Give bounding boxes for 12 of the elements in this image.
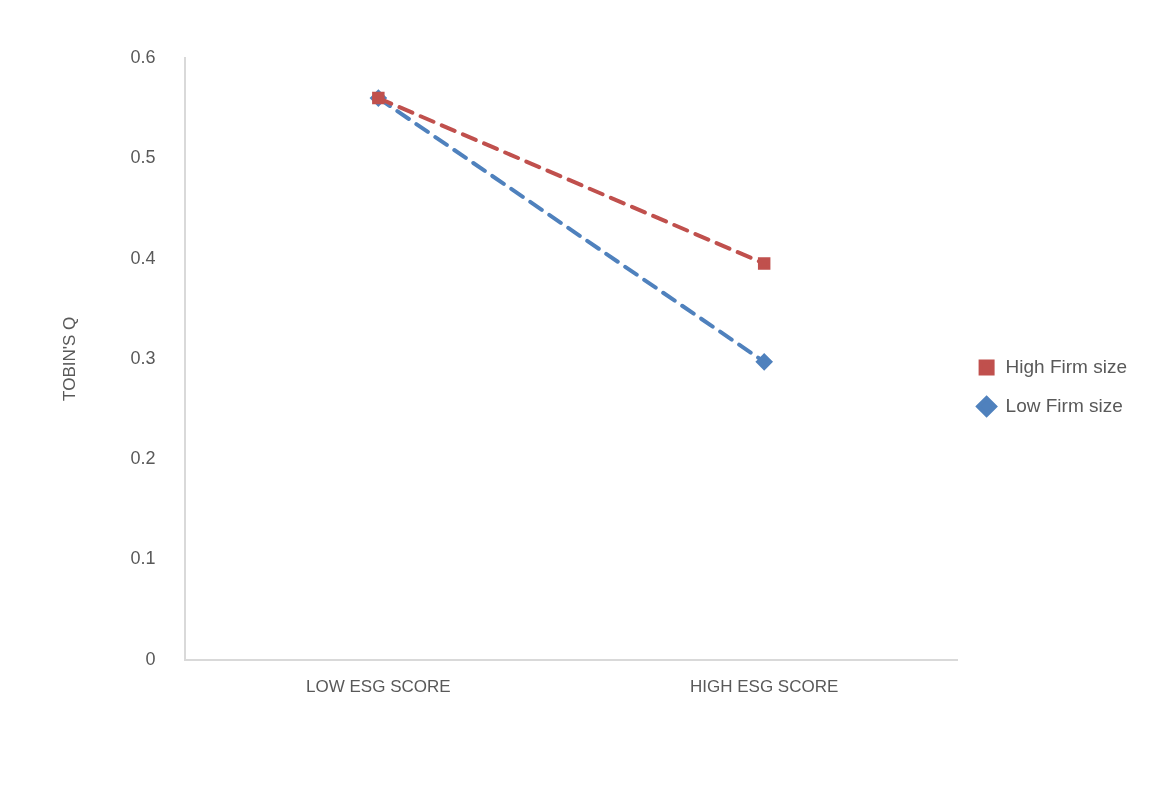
- y-tick-label: 0.4: [130, 247, 156, 268]
- y-tick-label: 0.5: [130, 147, 156, 168]
- y-tick-label: 0: [145, 648, 156, 669]
- legend-label: Low Firm size: [1005, 394, 1123, 416]
- x-tick-label: LOW ESG SCORE: [306, 677, 451, 697]
- y-axis-title: TOBIN'S Q: [59, 316, 79, 401]
- legend-label: High Firm size: [1005, 355, 1127, 377]
- x-tick-label: HIGH ESG SCORE: [690, 677, 839, 697]
- y-tick-label: 0.1: [130, 548, 156, 569]
- y-tick-label: 0.3: [130, 347, 156, 368]
- y-tick-label: 0.6: [130, 46, 156, 67]
- y-tick-label: 0.2: [130, 448, 156, 469]
